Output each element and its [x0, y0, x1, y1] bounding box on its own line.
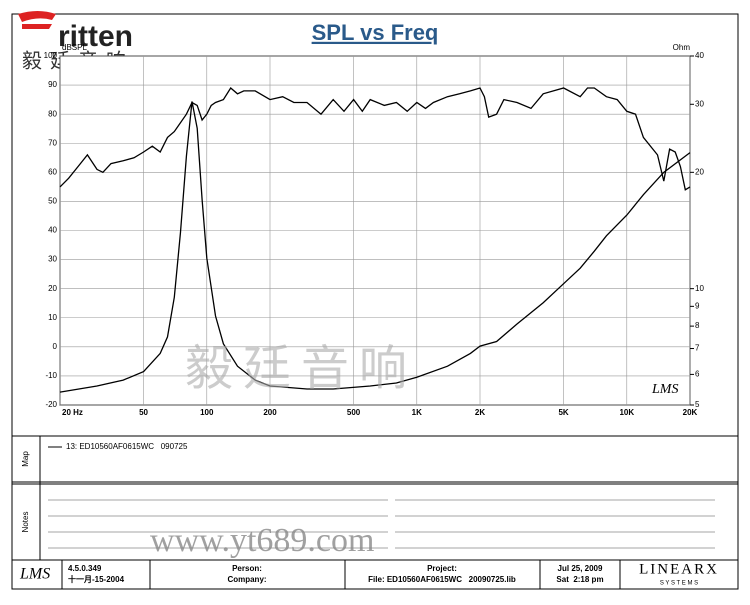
footer-box	[11, 559, 739, 590]
x-tick-label: 100	[200, 408, 214, 417]
map-label: Map	[21, 451, 30, 467]
y2-tick-label: 20	[695, 167, 704, 176]
x-tick-label: 200	[263, 408, 277, 417]
y-tick-label: 70	[48, 138, 57, 147]
y-tick-label: 60	[48, 167, 57, 176]
y2-tick-label: 8	[695, 321, 700, 330]
y2-axis-label: Ohm	[673, 43, 691, 52]
y-axis-label: dBSPL	[62, 43, 87, 52]
footer-company: Company:	[227, 575, 266, 584]
footer-brand-sub: S Y S T E M S	[660, 581, 698, 587]
x-tick-label: 20 Hz	[62, 408, 83, 417]
footer-version: 4.5.0.349	[68, 564, 102, 573]
y-tick-label: 90	[48, 80, 57, 89]
notes-lines	[48, 499, 715, 549]
watermark-chinese: 毅廷音响	[185, 343, 417, 396]
y2-tick-label: 7	[695, 344, 700, 353]
notes-box	[11, 483, 739, 561]
legend-entry: 13: ED10560AF0615WC 090725	[66, 442, 188, 451]
y-tick-label: 80	[48, 109, 57, 118]
footer-version-date: 十一月-15-2004	[68, 574, 125, 584]
x-tick-label: 50	[139, 408, 148, 417]
y-tick-label: 30	[48, 255, 57, 264]
watermark-url: www.yt689.com	[150, 522, 374, 559]
chart-title: SPL vs Freq	[312, 20, 439, 45]
logo-swoosh	[18, 11, 56, 29]
y-tick-label: 20	[48, 284, 57, 293]
annotation: LMS	[651, 382, 678, 397]
x-tick-label: 10K	[619, 408, 634, 417]
y2-tick-label: 5	[695, 400, 700, 409]
x-tick-label: 500	[347, 408, 361, 417]
y-tick-label: -10	[45, 371, 57, 380]
y-tick-label: 0	[53, 342, 58, 351]
x-tick-label: 1K	[412, 408, 422, 417]
footer-logo: LMS	[19, 566, 50, 583]
map-box	[11, 435, 739, 483]
y2-tick-label: 9	[695, 301, 700, 310]
y-tick-label: 40	[48, 226, 57, 235]
footer-project: Project:	[427, 564, 457, 573]
y2-tick-label: 6	[695, 370, 700, 379]
x-tick-label: 20K	[683, 408, 698, 417]
footer-file: File: ED10560AF0615WC 20090725.lib	[368, 575, 516, 584]
notes-label: Notes	[21, 512, 30, 533]
y-tick-label: -20	[45, 400, 57, 409]
y2-tick-label: 30	[695, 99, 704, 108]
series-line	[59, 87, 691, 191]
footer-date: Jul 25, 2009	[558, 564, 603, 573]
y-tick-label: 10	[48, 313, 57, 322]
footer-time: Sat 2:18 pm	[556, 575, 603, 584]
footer-person: Person:	[232, 564, 262, 573]
series-line	[59, 101, 691, 393]
x-tick-label: 2K	[475, 408, 485, 417]
y-tick-label: 100	[44, 51, 58, 60]
logo: ritten	[58, 20, 133, 53]
footer-dividers	[61, 560, 621, 589]
footer-brand: LINEARX	[639, 561, 719, 577]
y-tick-label: 50	[48, 197, 57, 206]
y2-tick-label: 10	[695, 284, 704, 293]
x-tick-label: 5K	[558, 408, 568, 417]
y2-tick-label: 40	[695, 51, 704, 60]
